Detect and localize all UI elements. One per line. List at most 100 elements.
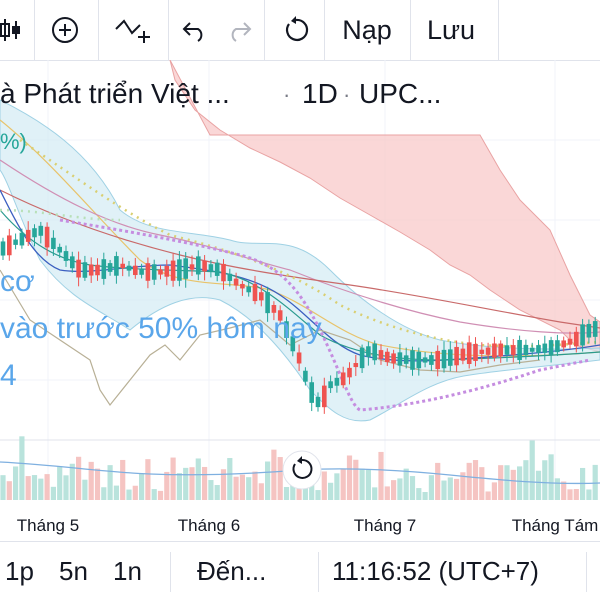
volume-bar	[428, 475, 434, 500]
volume-bar	[586, 489, 592, 500]
volume-bar	[397, 478, 403, 500]
goto-date-button[interactable]: Đến...	[197, 556, 267, 586]
candle	[592, 321, 598, 337]
candle	[498, 343, 503, 357]
volume-bar	[120, 459, 126, 500]
volume-bar	[164, 471, 170, 500]
candle	[586, 323, 592, 338]
candle	[315, 396, 321, 408]
volume-bar	[107, 465, 113, 500]
candle	[359, 347, 365, 369]
reset-chart-button[interactable]	[282, 450, 322, 490]
volume-bar	[353, 459, 359, 500]
timeframe-1p-button[interactable]: 1p	[5, 556, 34, 586]
candle	[0, 241, 6, 256]
candle-style-icon[interactable]	[0, 0, 22, 60]
volume-bar	[535, 470, 542, 500]
candle	[309, 382, 314, 403]
candle	[536, 345, 541, 353]
candle	[271, 305, 277, 313]
candle	[441, 349, 447, 369]
volume-bar	[409, 476, 416, 500]
candle	[391, 353, 396, 364]
volume-bar	[422, 491, 428, 500]
volume-bar	[208, 480, 214, 500]
volume-bar	[403, 468, 409, 500]
symbol-name: à Phát triển Việt ...	[0, 78, 230, 109]
volume-bar	[69, 463, 75, 500]
candle	[158, 269, 163, 275]
candle	[76, 259, 81, 278]
volume-bar	[391, 480, 397, 500]
candle	[366, 346, 371, 357]
volume-bar	[466, 462, 472, 500]
load-layout-button[interactable]: Nạp	[342, 14, 392, 45]
candle	[44, 226, 50, 248]
volume-bar	[157, 490, 164, 500]
candle	[246, 286, 251, 293]
candle	[170, 260, 176, 281]
candle	[151, 264, 157, 280]
clock-timezone[interactable]: 11:16:52 (UTC+7)	[332, 556, 539, 586]
candles	[0, 221, 598, 414]
candle	[353, 363, 359, 368]
candle	[202, 260, 207, 272]
timeframe-1n-button[interactable]: 1n	[113, 556, 142, 586]
add-indicator-icon[interactable]	[40, 0, 90, 60]
volume-bar	[233, 476, 239, 500]
volume-bar	[517, 466, 523, 500]
volume-bar	[50, 486, 56, 500]
candle	[435, 350, 440, 370]
reload-icon[interactable]	[276, 0, 316, 60]
price-chart[interactable]: Tháng 5 Tháng 6 Tháng 7 Tháng Tám à Phát…	[0, 60, 600, 540]
volume-bar	[340, 468, 346, 500]
volume-bar	[19, 436, 25, 500]
candle	[13, 239, 18, 245]
save-layout-button[interactable]: Lưu	[426, 14, 476, 45]
candle	[25, 229, 31, 242]
undo-icon[interactable]	[178, 0, 212, 60]
candle	[214, 262, 220, 276]
candle	[252, 283, 258, 302]
legend-dot: ·	[343, 82, 350, 107]
candle	[189, 264, 195, 270]
volume-bar	[334, 473, 340, 500]
volume-bar	[258, 483, 264, 500]
candle	[473, 343, 478, 361]
volume-bar	[139, 473, 145, 500]
candle	[196, 256, 201, 275]
candle	[265, 292, 270, 314]
candle	[107, 263, 113, 272]
volume-bar	[44, 474, 50, 500]
volume-bar	[0, 475, 6, 500]
volume-bar	[491, 482, 497, 500]
candle	[221, 263, 226, 282]
volume-bar	[25, 476, 31, 500]
timeframe-5n-button[interactable]: 5n	[59, 556, 88, 586]
candle	[177, 259, 182, 281]
volume-bar	[101, 487, 107, 500]
candle	[397, 352, 403, 366]
volume-bar	[76, 456, 82, 500]
candle	[479, 349, 485, 354]
volume-bar	[183, 467, 189, 500]
candle	[88, 264, 94, 276]
top-toolbar: Nạp Lưu	[0, 0, 600, 61]
candle	[403, 355, 409, 364]
volume-bar	[365, 469, 371, 500]
volume-bar	[31, 475, 38, 500]
candle	[126, 265, 132, 271]
volume-bar	[315, 490, 321, 500]
redo-icon[interactable]	[222, 0, 256, 60]
volume-bar	[220, 469, 227, 500]
volume-bar	[435, 462, 441, 500]
volume-bar	[384, 486, 390, 500]
volume-bar	[504, 465, 510, 500]
candle	[410, 350, 415, 370]
legend-dot: ·	[283, 82, 290, 107]
volume-bar	[82, 479, 88, 500]
volume-bar	[6, 481, 12, 500]
volume-bar	[283, 486, 290, 500]
compare-symbol-icon[interactable]	[108, 0, 156, 60]
volume-bar	[151, 489, 157, 500]
